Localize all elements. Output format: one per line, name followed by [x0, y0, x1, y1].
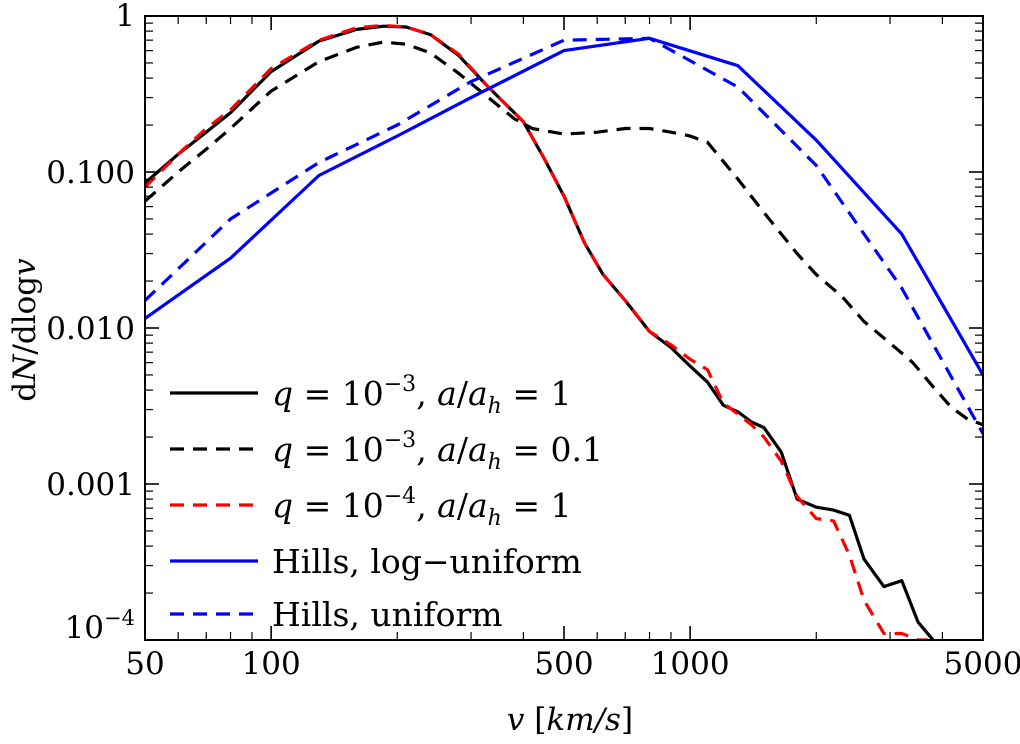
series-line-4	[145, 36, 983, 376]
y-axis-label-n: N	[7, 353, 43, 383]
y-tick-label: 0.001	[46, 467, 135, 503]
series-line-5	[145, 36, 983, 435]
x-axis-label-var: v	[507, 702, 525, 738]
y-tick-label: 0.100	[46, 155, 135, 191]
series-line-3	[145, 23, 929, 640]
x-axis-label-unit-close: ]	[621, 702, 633, 738]
legend-label-4: Hills, log−uniform	[272, 542, 582, 581]
legend: q = 10−3, a/ah = 1 q = 10−3, a/ah = 0.1 q …	[170, 372, 603, 634]
legend-label-3: q = 10−4, a/ah = 1	[272, 484, 571, 531]
x-axis-label-unit-open: [	[534, 702, 546, 738]
y-axis-label-mid: /dlog	[7, 276, 43, 355]
legend-label-1: q = 10−3, a/ah = 1	[272, 372, 571, 419]
ticks-layer: 50 100 500 1000 5000 10−4 0.001 0.010 0.100 1	[46, 0, 1020, 682]
y-axis-label: dN/dlogv	[7, 258, 43, 402]
x-axis-label-unit: km/s	[546, 702, 621, 738]
legend-label-5: Hills, uniform	[272, 595, 503, 634]
x-tick-label: 5000	[944, 646, 1020, 682]
x-tick-label: 500	[534, 646, 593, 682]
x-tick-label: 50	[125, 646, 164, 682]
x-tick-label: 100	[242, 646, 301, 682]
y-axis-label-d1: d	[7, 382, 43, 402]
y-axis-label-v: v	[7, 258, 43, 276]
y-tick-label: 0.010	[46, 311, 135, 347]
x-tick-label: 1000	[651, 646, 730, 682]
legend-label-2: q = 10−3, a/ah = 0.1	[272, 428, 603, 475]
series-layer	[145, 23, 983, 640]
series-line-2	[145, 40, 983, 427]
y-tick-label: 10−4	[65, 606, 135, 646]
y-tick-label: 1	[115, 0, 135, 34]
x-axis-label: v [km/s]	[507, 702, 633, 738]
